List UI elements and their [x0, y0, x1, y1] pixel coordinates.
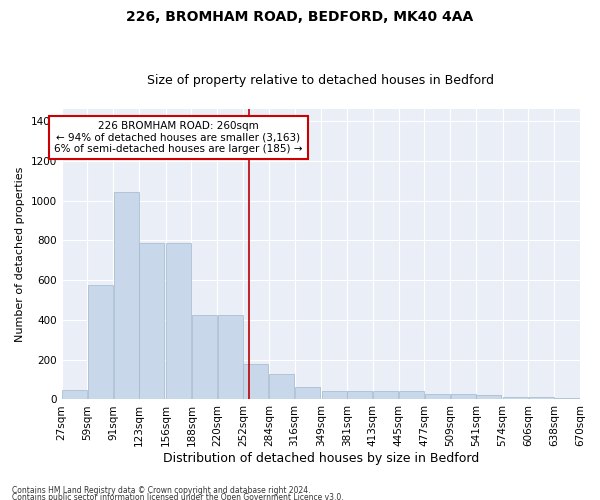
- Bar: [166, 244, 191, 400]
- Title: Size of property relative to detached houses in Bedford: Size of property relative to detached ho…: [148, 74, 494, 87]
- Bar: [295, 386, 320, 400]
- Bar: [529, 397, 554, 400]
- Text: Contains public sector information licensed under the Open Government Licence v3: Contains public sector information licen…: [12, 494, 344, 500]
- Bar: [373, 391, 398, 400]
- Text: 226, BROMHAM ROAD, BEDFORD, MK40 4AA: 226, BROMHAM ROAD, BEDFORD, MK40 4AA: [127, 10, 473, 24]
- Text: Contains HM Land Registry data © Crown copyright and database right 2024.: Contains HM Land Registry data © Crown c…: [12, 486, 311, 495]
- Bar: [244, 364, 268, 400]
- X-axis label: Distribution of detached houses by size in Bedford: Distribution of detached houses by size …: [163, 452, 479, 465]
- Bar: [192, 315, 217, 400]
- Bar: [322, 390, 347, 400]
- Bar: [113, 192, 139, 400]
- Bar: [476, 396, 502, 400]
- Bar: [399, 391, 424, 400]
- Bar: [451, 394, 476, 400]
- Text: 226 BROMHAM ROAD: 260sqm
← 94% of detached houses are smaller (3,163)
6% of semi: 226 BROMHAM ROAD: 260sqm ← 94% of detach…: [55, 121, 303, 154]
- Bar: [425, 394, 450, 400]
- Bar: [88, 285, 113, 400]
- Y-axis label: Number of detached properties: Number of detached properties: [15, 166, 25, 342]
- Bar: [62, 390, 87, 400]
- Bar: [503, 397, 528, 400]
- Bar: [269, 374, 294, 400]
- Bar: [218, 315, 242, 400]
- Bar: [347, 390, 373, 400]
- Bar: [554, 398, 580, 400]
- Bar: [139, 244, 164, 400]
